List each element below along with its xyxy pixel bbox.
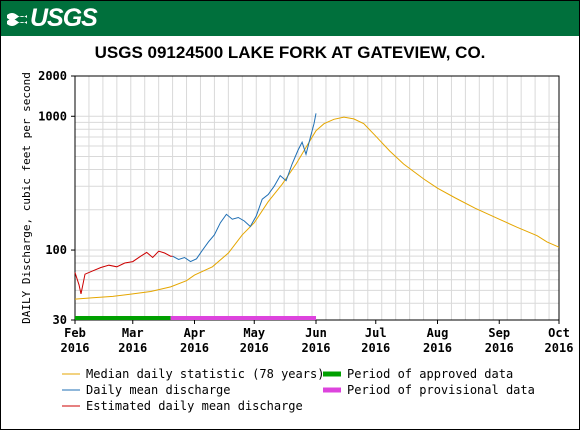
legend-label: Period of approved data bbox=[347, 367, 513, 381]
legend-label: Estimated daily mean discharge bbox=[86, 399, 303, 413]
x-tick-year-label: 2016 bbox=[240, 341, 269, 355]
y-axis-label: DAILY Discharge, cubic feet per second bbox=[20, 72, 33, 324]
x-tick-label: May bbox=[243, 326, 265, 340]
x-tick-label: Oct bbox=[548, 326, 570, 340]
x-tick-year-label: 2016 bbox=[118, 341, 147, 355]
legend-label: Daily mean discharge bbox=[86, 383, 231, 397]
plot-area-border bbox=[74, 75, 560, 321]
x-axis-ticks: Feb2016Mar2016Apr2016May2016Jun2016Jul20… bbox=[61, 320, 574, 355]
y-axis-ticks: 30 100 1000 2000 bbox=[38, 69, 75, 327]
y-tick-label: 30 bbox=[53, 313, 67, 327]
x-tick-label: Mar bbox=[122, 326, 144, 340]
chart-title: USGS 09124500 LAKE FORK AT GATEVIEW, CO. bbox=[94, 43, 486, 62]
usgs-logo[interactable]: USGS bbox=[6, 3, 98, 32]
x-tick-label: Aug bbox=[427, 326, 449, 340]
y-tick-label: 2000 bbox=[38, 69, 67, 83]
data-period-bars bbox=[75, 316, 317, 320]
period-bar bbox=[75, 316, 171, 320]
series-line bbox=[74, 250, 173, 295]
usgs-logo-text: USGS bbox=[30, 3, 98, 32]
x-tick-year-label: 2016 bbox=[180, 341, 209, 355]
period-bar bbox=[170, 316, 317, 320]
usgs-wave-icon bbox=[7, 13, 27, 26]
usgs-banner: USGS bbox=[0, 0, 580, 36]
legend-label: Period of provisional data bbox=[347, 383, 535, 397]
y-tick-label: 100 bbox=[45, 243, 67, 257]
x-tick-label: Jun bbox=[305, 326, 327, 340]
legend: Median daily statistic (78 years) Daily m… bbox=[62, 367, 535, 413]
x-tick-label: Sep bbox=[488, 326, 510, 340]
series-line bbox=[74, 116, 560, 300]
series-line bbox=[172, 113, 317, 263]
x-tick-year-label: 2016 bbox=[302, 341, 331, 355]
legend-label: Median daily statistic (78 years) bbox=[86, 367, 324, 381]
x-tick-label: Feb bbox=[64, 326, 86, 340]
series-lines bbox=[74, 113, 560, 300]
x-tick-year-label: 2016 bbox=[361, 341, 390, 355]
x-tick-year-label: 2016 bbox=[545, 341, 574, 355]
y-tick-label: 1000 bbox=[38, 109, 67, 123]
x-tick-year-label: 2016 bbox=[61, 341, 90, 355]
x-tick-label: Jul bbox=[365, 326, 387, 340]
x-tick-year-label: 2016 bbox=[485, 341, 514, 355]
x-tick-year-label: 2016 bbox=[423, 341, 452, 355]
x-tick-label: Apr bbox=[184, 326, 206, 340]
